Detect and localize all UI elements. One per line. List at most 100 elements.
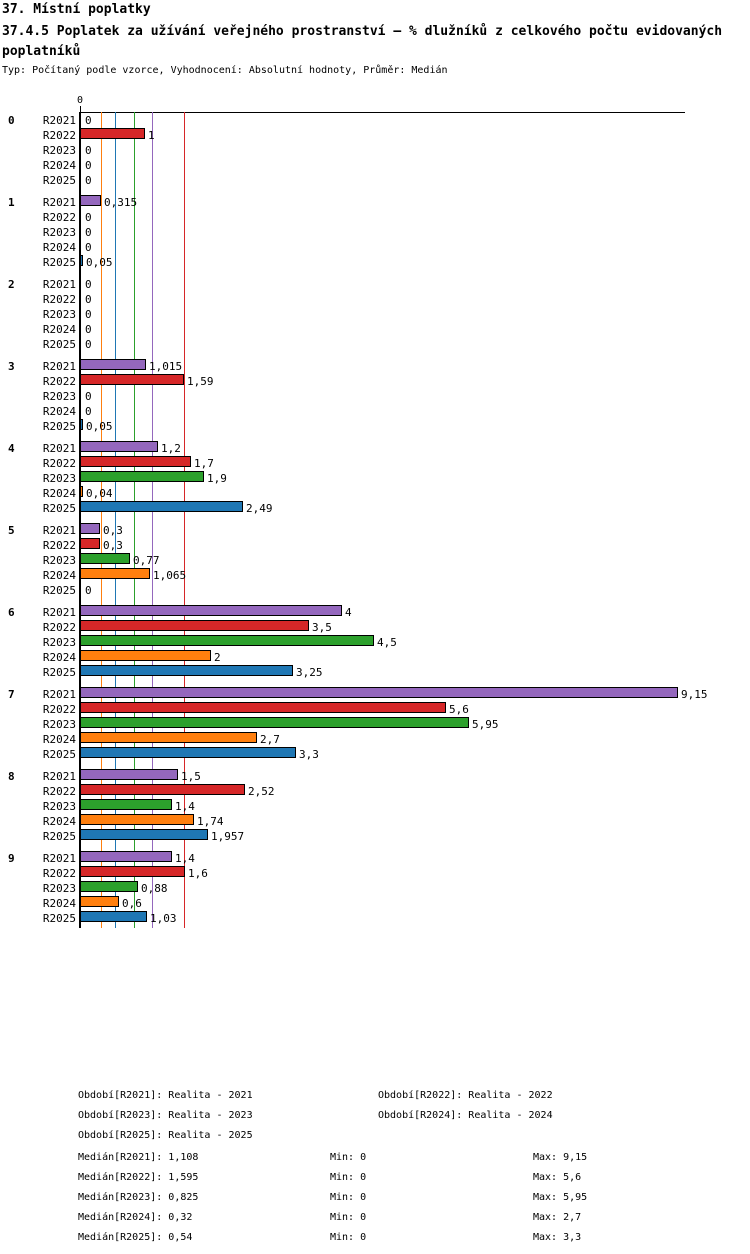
legend-max-2021: Max: 9,15 bbox=[533, 1152, 588, 1163]
bar-value-1-r2025: 0,05 bbox=[86, 256, 113, 269]
group-label-0: 0 bbox=[8, 114, 15, 127]
bar-5-r2022[interactable] bbox=[80, 538, 100, 549]
bar-0-r2022[interactable] bbox=[80, 128, 145, 139]
legend-period-2023: Období[R2023]: Realita - 2023 bbox=[78, 1110, 253, 1121]
legend-period-2024: Období[R2024]: Realita - 2024 bbox=[378, 1110, 553, 1121]
row-label-1-r2025: R2025 bbox=[42, 256, 76, 269]
row-label-9-r2022: R2022 bbox=[42, 867, 76, 880]
bar-value-6-r2021: 4 bbox=[345, 606, 352, 619]
bar-value-5-r2025: 0 bbox=[85, 584, 92, 597]
bar-4-r2024[interactable] bbox=[80, 486, 83, 497]
bar-value-9-r2021: 1,4 bbox=[175, 852, 195, 865]
bar-6-r2022[interactable] bbox=[80, 620, 309, 631]
bar-value-5-r2023: 0,77 bbox=[133, 554, 160, 567]
bar-value-2-r2023: 0 bbox=[85, 308, 92, 321]
row-label-6-r2021: R2021 bbox=[42, 606, 76, 619]
bar-value-5-r2024: 1,065 bbox=[153, 569, 187, 582]
bar-value-9-r2025: 1,03 bbox=[150, 912, 177, 925]
row-label-0-r2023: R2023 bbox=[42, 144, 76, 157]
row-label-6-r2025: R2025 bbox=[42, 666, 76, 679]
bar-7-r2025[interactable] bbox=[80, 747, 296, 758]
bar-9-r2022[interactable] bbox=[80, 866, 185, 877]
legend-period-2022: Období[R2022]: Realita - 2022 bbox=[378, 1090, 553, 1101]
bar-9-r2024[interactable] bbox=[80, 896, 119, 907]
bar-7-r2023[interactable] bbox=[80, 717, 469, 728]
bar-4-r2025[interactable] bbox=[80, 501, 243, 512]
bar-value-6-r2024: 2 bbox=[214, 651, 221, 664]
bar-1-r2025[interactable] bbox=[80, 255, 83, 266]
bar-5-r2021[interactable] bbox=[80, 523, 100, 534]
legend-min-2024: Min: 0 bbox=[330, 1212, 367, 1223]
bar-8-r2021[interactable] bbox=[80, 769, 178, 780]
row-label-7-r2024: R2024 bbox=[42, 733, 76, 746]
bar-3-r2025[interactable] bbox=[80, 419, 83, 430]
axis-zero-label: 0 bbox=[77, 95, 84, 106]
row-label-6-r2023: R2023 bbox=[42, 636, 76, 649]
row-label-6-r2022: R2022 bbox=[42, 621, 76, 634]
bar-7-r2021[interactable] bbox=[80, 687, 678, 698]
bar-value-7-r2023: 5,95 bbox=[472, 718, 499, 731]
axis-zero-tick bbox=[80, 106, 81, 113]
row-label-3-r2023: R2023 bbox=[42, 390, 76, 403]
axis-top-line bbox=[80, 112, 685, 113]
bar-8-r2022[interactable] bbox=[80, 784, 245, 795]
bar-value-0-r2023: 0 bbox=[85, 144, 92, 157]
bar-value-0-r2021: 0 bbox=[85, 114, 92, 127]
bar-6-r2023[interactable] bbox=[80, 635, 374, 646]
group-label-4: 4 bbox=[8, 442, 15, 455]
bar-8-r2023[interactable] bbox=[80, 799, 172, 810]
bar-9-r2021[interactable] bbox=[80, 851, 172, 862]
bar-9-r2025[interactable] bbox=[80, 911, 147, 922]
group-label-7: 7 bbox=[8, 688, 15, 701]
bar-4-r2021[interactable] bbox=[80, 441, 158, 452]
row-label-9-r2023: R2023 bbox=[42, 882, 76, 895]
row-label-0-r2021: R2021 bbox=[42, 114, 76, 127]
bar-value-2-r2024: 0 bbox=[85, 323, 92, 336]
page-title: 37. Místní poplatky bbox=[2, 2, 151, 17]
bar-value-8-r2021: 1,5 bbox=[181, 770, 201, 783]
row-label-2-r2024: R2024 bbox=[42, 323, 76, 336]
bar-5-r2023[interactable] bbox=[80, 553, 130, 564]
bar-value-4-r2021: 1,2 bbox=[161, 442, 181, 455]
row-label-0-r2025: R2025 bbox=[42, 174, 76, 187]
row-label-8-r2022: R2022 bbox=[42, 785, 76, 798]
bar-6-r2021[interactable] bbox=[80, 605, 342, 616]
row-label-2-r2021: R2021 bbox=[42, 278, 76, 291]
bar-3-r2022[interactable] bbox=[80, 374, 184, 385]
legend-min-2025: Min: 0 bbox=[330, 1232, 367, 1243]
row-label-2-r2022: R2022 bbox=[42, 293, 76, 306]
bar-value-3-r2022: 1,59 bbox=[187, 375, 214, 388]
bar-1-r2021[interactable] bbox=[80, 195, 101, 206]
legend-max-2022: Max: 5,6 bbox=[533, 1172, 582, 1183]
row-label-1-r2022: R2022 bbox=[42, 211, 76, 224]
bar-8-r2025[interactable] bbox=[80, 829, 208, 840]
row-label-5-r2025: R2025 bbox=[42, 584, 76, 597]
bar-6-r2025[interactable] bbox=[80, 665, 293, 676]
legend-min-2022: Min: 0 bbox=[330, 1172, 367, 1183]
legend-min-2021: Min: 0 bbox=[330, 1152, 367, 1163]
bar-5-r2024[interactable] bbox=[80, 568, 150, 579]
median-line-r2025 bbox=[115, 112, 116, 928]
group-label-2: 2 bbox=[8, 278, 15, 291]
row-label-4-r2023: R2023 bbox=[42, 472, 76, 485]
row-label-8-r2023: R2023 bbox=[42, 800, 76, 813]
bar-7-r2022[interactable] bbox=[80, 702, 446, 713]
bar-3-r2021[interactable] bbox=[80, 359, 146, 370]
bar-value-3-r2023: 0 bbox=[85, 390, 92, 403]
row-label-8-r2024: R2024 bbox=[42, 815, 76, 828]
legend-min-2023: Min: 0 bbox=[330, 1192, 367, 1203]
bar-7-r2024[interactable] bbox=[80, 732, 257, 743]
bar-value-4-r2022: 1,7 bbox=[194, 457, 214, 470]
bar-6-r2024[interactable] bbox=[80, 650, 211, 661]
bar-value-5-r2021: 0,3 bbox=[103, 524, 123, 537]
group-label-8: 8 bbox=[8, 770, 15, 783]
legend-max-2023: Max: 5,95 bbox=[533, 1192, 588, 1203]
bar-value-8-r2025: 1,957 bbox=[211, 830, 245, 843]
bar-9-r2023[interactable] bbox=[80, 881, 138, 892]
bar-8-r2024[interactable] bbox=[80, 814, 194, 825]
bar-4-r2023[interactable] bbox=[80, 471, 204, 482]
bar-value-8-r2023: 1,4 bbox=[175, 800, 195, 813]
bar-value-0-r2022: 1 bbox=[148, 129, 155, 142]
bar-4-r2022[interactable] bbox=[80, 456, 191, 467]
